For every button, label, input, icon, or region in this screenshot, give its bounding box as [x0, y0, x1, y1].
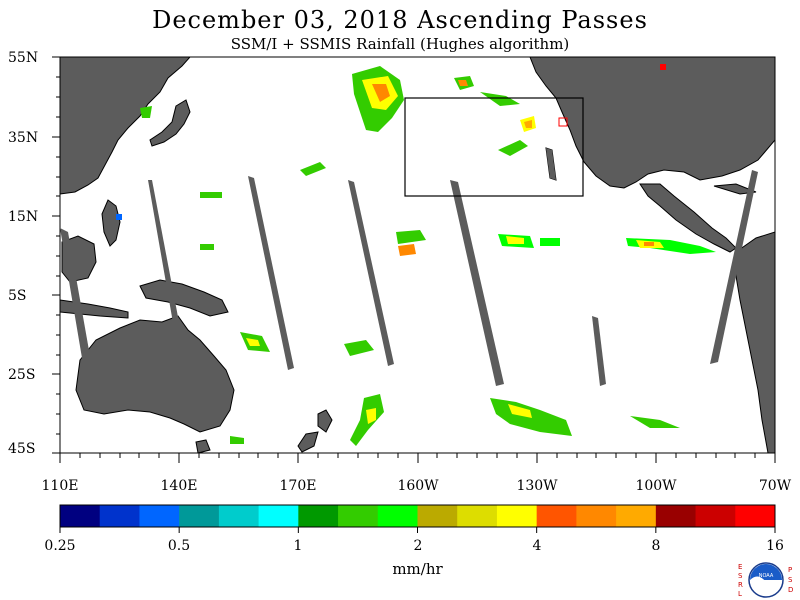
central-america-land	[639, 183, 737, 253]
lat-label-15n: 15N	[8, 209, 39, 225]
colorbar-swatch	[99, 505, 140, 527]
colorbar-swatch	[536, 505, 577, 527]
lat-label-55n: 55N	[8, 50, 39, 66]
colorbar-swatch	[576, 505, 617, 527]
new-guinea-land	[139, 279, 229, 317]
colorbar-swatch	[616, 505, 657, 527]
rain-patches	[116, 64, 716, 446]
logo-letter: L	[738, 590, 742, 598]
map-title: December 03, 2018 Ascending Passes	[152, 6, 648, 34]
lon-label-110e: 110E	[41, 478, 79, 494]
lon-label-130w: 130W	[516, 478, 558, 494]
south-america-land	[735, 231, 775, 453]
logo-letter: S	[738, 572, 743, 580]
logo-letter: P	[788, 566, 792, 574]
region-box	[404, 97, 584, 197]
lon-label-70w: 70W	[758, 478, 792, 494]
colorbar-swatch	[417, 505, 458, 527]
lat-label-5s: 5S	[8, 288, 27, 304]
lon-ticks	[59, 453, 776, 463]
lat-ticks	[52, 56, 60, 454]
lon-label-140e: 140E	[160, 478, 198, 494]
colorbar-swatch	[496, 505, 538, 527]
lon-label-100w: 100W	[635, 478, 677, 494]
australia-land	[75, 315, 235, 433]
colorbar-swatch	[60, 505, 101, 527]
colorbar-swatch	[298, 505, 339, 527]
colorbar-swatch	[655, 505, 697, 527]
orbit-gaps	[60, 148, 758, 386]
logo-text: NOAA	[759, 573, 774, 579]
north-america-land	[529, 57, 775, 189]
asia-land	[60, 57, 191, 195]
colorbar-label: 2	[413, 538, 423, 554]
tasmania-land	[195, 439, 211, 453]
colorbar-swatch	[695, 505, 736, 527]
noaa-logo: E S R L P S D NOAA	[738, 562, 793, 598]
logo-letter: S	[788, 576, 793, 584]
colorbar-swatch	[338, 505, 379, 527]
logo-letter: D	[788, 586, 793, 594]
colorbar-label: 0.5	[167, 538, 191, 554]
colorbar-label: 16	[766, 538, 784, 554]
colorbar-swatch	[179, 505, 220, 527]
lat-label-45s: 45S	[8, 441, 36, 457]
colorbar-swatch	[218, 505, 260, 527]
colorbar-swatch	[139, 505, 180, 527]
small-red-box	[558, 117, 568, 127]
colorbar	[59, 504, 776, 533]
new-zealand-land	[297, 409, 333, 453]
colorbar-units: mm/hr	[392, 560, 443, 578]
colorbar-swatch	[258, 505, 299, 527]
colorbar-label: 8	[651, 538, 661, 554]
colorbar-label: 0.25	[44, 538, 76, 554]
lon-label-170e: 170E	[279, 478, 317, 494]
logo-letter: R	[738, 581, 743, 589]
colorbar-label: 4	[532, 538, 542, 554]
colorbar-swatch	[457, 505, 498, 527]
colorbar-label: 1	[293, 538, 303, 554]
colorbar-swatch	[377, 505, 418, 527]
map-subtitle: SSM/I + SSMIS Rainfall (Hughes algorithm…	[230, 35, 570, 53]
colorbar-swatch	[735, 505, 776, 527]
land-and-rain	[60, 57, 775, 453]
lat-label-25s: 25S	[8, 367, 36, 383]
philippines-land	[101, 199, 121, 247]
cuba-land	[713, 183, 757, 195]
lon-label-160w: 160W	[397, 478, 439, 494]
logo-letter: E	[738, 563, 742, 571]
japan-land	[149, 99, 191, 147]
lat-label-35n: 35N	[8, 130, 39, 146]
